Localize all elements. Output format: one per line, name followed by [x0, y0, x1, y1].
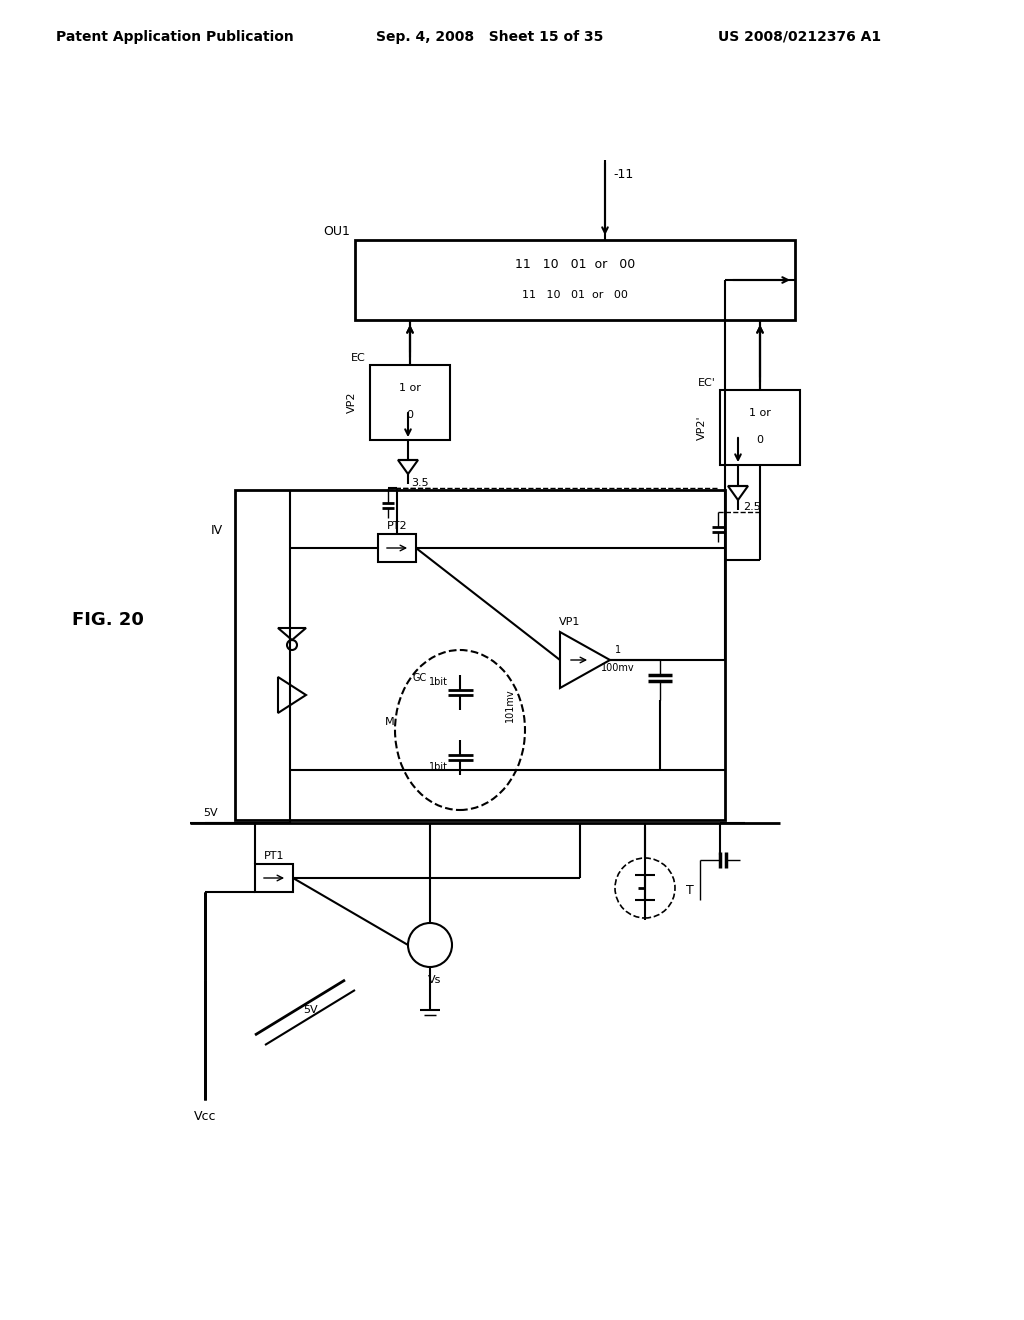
Text: -11: -11 — [613, 169, 633, 181]
Text: Sep. 4, 2008   Sheet 15 of 35: Sep. 4, 2008 Sheet 15 of 35 — [376, 30, 604, 44]
Text: VP2: VP2 — [347, 392, 357, 413]
Text: FIG. 20: FIG. 20 — [72, 611, 144, 630]
Text: Vcc: Vcc — [194, 1110, 216, 1123]
Text: VP1: VP1 — [559, 616, 581, 627]
Text: PT1: PT1 — [264, 851, 285, 861]
Text: 5V: 5V — [303, 1005, 317, 1015]
Bar — [378, 535, 416, 562]
Text: IV: IV — [211, 524, 223, 536]
Text: 5V: 5V — [203, 808, 217, 818]
Text: M: M — [385, 717, 395, 727]
Text: EC: EC — [351, 352, 366, 363]
Text: PT2: PT2 — [387, 521, 408, 531]
Text: 0: 0 — [407, 411, 414, 420]
Text: 11   10   01  or   00: 11 10 01 or 00 — [515, 259, 635, 272]
Text: EC': EC' — [698, 378, 716, 388]
Text: 1 or: 1 or — [750, 408, 771, 418]
Bar — [355, 240, 795, 319]
Text: 1bit: 1bit — [428, 762, 447, 772]
Text: 101mv: 101mv — [505, 688, 515, 722]
Text: 1 or: 1 or — [399, 383, 421, 393]
Text: 2.5: 2.5 — [743, 502, 761, 512]
Text: OU1: OU1 — [324, 224, 350, 238]
Text: US 2008/0212376 A1: US 2008/0212376 A1 — [719, 30, 882, 44]
Text: 100mv: 100mv — [601, 663, 635, 673]
Text: 3.5: 3.5 — [412, 478, 429, 488]
Text: VP2': VP2' — [697, 416, 707, 440]
Bar — [234, 490, 725, 820]
Text: T: T — [686, 883, 694, 896]
Text: 1: 1 — [615, 645, 622, 655]
Text: GC: GC — [413, 673, 427, 682]
Text: 11   10   01  or   00: 11 10 01 or 00 — [522, 290, 628, 300]
Bar — [255, 865, 293, 892]
Text: Patent Application Publication: Patent Application Publication — [56, 30, 294, 44]
Text: 1bit: 1bit — [428, 677, 447, 686]
Text: Vs: Vs — [428, 975, 441, 985]
Bar — [370, 366, 450, 440]
Text: 0: 0 — [757, 436, 764, 445]
Bar — [720, 389, 800, 465]
